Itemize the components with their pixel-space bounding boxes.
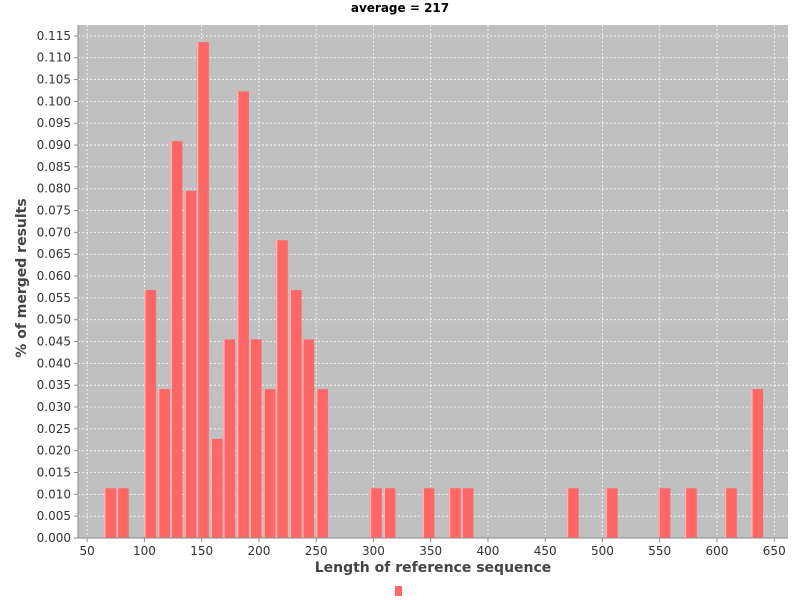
bar	[184, 190, 197, 539]
y-tick-label: 0.005	[37, 509, 71, 523]
x-tick-label: 650	[763, 544, 786, 558]
bar	[422, 488, 435, 538]
bar-highlight	[369, 488, 372, 538]
bar	[236, 91, 249, 539]
bar-highlight	[170, 141, 172, 538]
bar-highlight	[275, 240, 278, 538]
y-tick-label: 0.065	[37, 247, 71, 261]
bar	[658, 488, 671, 538]
x-tick-label: 150	[190, 544, 213, 558]
y-tick-label: 0.040	[37, 356, 71, 370]
bar-highlight	[157, 389, 160, 538]
bar	[605, 488, 618, 538]
x-tick-label: 350	[419, 544, 442, 558]
bar-highlight	[184, 190, 186, 539]
bar-highlight	[236, 91, 239, 539]
y-tick-label: 0.045	[37, 335, 71, 349]
bar-highlight	[302, 339, 304, 538]
bar	[315, 389, 328, 538]
y-tick-label: 0.075	[37, 204, 71, 218]
y-tick-label: 0.050	[37, 313, 71, 327]
bar	[461, 488, 474, 538]
y-tick-label: 0.035	[37, 378, 71, 392]
bar	[157, 389, 170, 538]
bar-highlight	[289, 290, 292, 538]
y-tick-label: 0.060	[37, 269, 71, 283]
y-axis-label: % of merged results	[14, 198, 30, 357]
bar	[275, 240, 288, 538]
x-tick-label: 450	[534, 544, 557, 558]
x-tick-label: 500	[591, 544, 614, 558]
bar-highlight	[263, 389, 265, 538]
bar	[448, 488, 461, 538]
bar-highlight	[605, 488, 608, 538]
y-tick-label: 0.070	[37, 225, 71, 239]
bar	[210, 438, 223, 538]
y-tick-label: 0.020	[37, 444, 71, 458]
bar	[196, 42, 209, 539]
bar-highlight	[658, 488, 660, 538]
y-tick-label: 0.085	[37, 160, 71, 174]
bar-highlight	[249, 339, 251, 538]
bar-highlight	[461, 488, 463, 538]
plot-area	[78, 25, 788, 538]
bar	[263, 389, 276, 538]
y-tick-label: 0.000	[37, 531, 71, 545]
y-tick-label: 0.115	[37, 29, 71, 43]
bar	[289, 290, 302, 538]
y-tick-label: 0.025	[37, 422, 71, 436]
bar	[116, 488, 129, 538]
y-tick-label: 0.030	[37, 400, 71, 414]
y-tick-label: 0.055	[37, 291, 71, 305]
y-tick-label: 0.110	[37, 51, 71, 65]
x-tick-label: 100	[133, 544, 156, 558]
bar-highlight	[383, 488, 385, 538]
bar-highlight	[751, 389, 753, 538]
bar-highlight	[116, 488, 119, 538]
bar	[302, 339, 315, 538]
bar	[751, 389, 764, 538]
y-tick-label: 0.010	[37, 487, 71, 501]
bar	[223, 339, 236, 538]
bar	[383, 488, 396, 538]
bar	[566, 488, 579, 538]
bar	[170, 141, 183, 538]
x-tick-label: 250	[305, 544, 328, 558]
x-axis-label: Length of reference sequence	[315, 560, 552, 576]
x-tick-label: 550	[648, 544, 671, 558]
bar-highlight	[210, 438, 213, 538]
bar-highlight	[422, 488, 424, 538]
bar	[144, 290, 157, 538]
bar-highlight	[448, 488, 451, 538]
y-tick-label: 0.015	[37, 466, 71, 480]
bar	[249, 339, 262, 538]
bar-highlight	[196, 42, 199, 539]
x-tick-label: 200	[247, 544, 270, 558]
bar-highlight	[724, 488, 727, 538]
x-tick-label: 600	[706, 544, 729, 558]
bar-highlight	[144, 290, 146, 538]
y-tick-label: 0.095	[37, 116, 71, 130]
legend-swatch	[395, 586, 402, 596]
bar-highlight	[566, 488, 569, 538]
bar	[104, 488, 117, 538]
x-tick-label: 400	[477, 544, 500, 558]
bar	[684, 488, 697, 538]
bar-highlight	[104, 488, 106, 538]
y-tick-label: 0.090	[37, 138, 71, 152]
y-tick-label: 0.080	[37, 182, 71, 196]
x-tick-label: 300	[362, 544, 385, 558]
x-tick-label: 50	[80, 544, 95, 558]
bar-highlight	[684, 488, 687, 538]
bar	[724, 488, 737, 538]
bar-highlight	[223, 339, 225, 538]
y-tick-label: 0.105	[37, 73, 71, 87]
chart-title: average = 217	[351, 1, 449, 15]
bar-highlight	[315, 389, 318, 538]
bar	[369, 488, 382, 538]
y-tick-label: 0.100	[37, 94, 71, 108]
